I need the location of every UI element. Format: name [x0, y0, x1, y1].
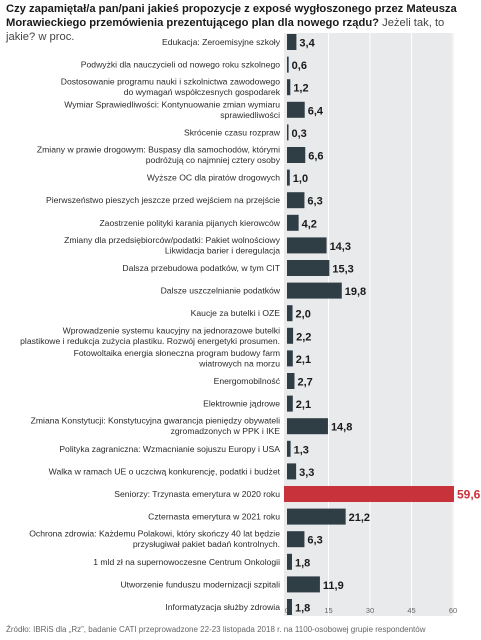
value-label: 11,9	[323, 580, 344, 592]
value-label: 6,6	[308, 151, 323, 163]
value-label: 1,0	[293, 173, 308, 185]
chart-title: Czy zapamiętał/a pan/pani jakieś propozy…	[6, 2, 476, 44]
category-label: Informatyzacja służby zdrowia	[165, 602, 280, 612]
category-label: Dalsze uszczelnianie podatków	[161, 286, 281, 296]
value-label: 2,7	[297, 377, 312, 389]
x-tick-label: 60	[449, 606, 457, 615]
category-label: Seniorzy: Trzynasta emerytura w 2020 rok…	[114, 489, 280, 499]
category-label: Elektrownie jądrowe	[203, 399, 280, 409]
x-tick-label: 15	[324, 606, 332, 615]
category-label: Wymiar Sprawiedliwości: Kontynuowanie zm…	[64, 99, 280, 120]
source-note: Źródło: IBRiS dla „Rz”, badanie CATI prz…	[6, 625, 426, 634]
category-label: 1 mld zł na supernowoczesne Centrum Onko…	[93, 557, 280, 567]
value-label: 2,1	[296, 354, 311, 366]
value-label: 19,8	[345, 286, 366, 298]
value-label: 3,3	[299, 467, 314, 479]
category-label: Zmiany w prawie drogowym: Buspasy dla sa…	[37, 145, 281, 166]
category-label: Edukacja: Zeroemisyjne szkoły	[162, 37, 281, 47]
category-label: Dostosowanie programu nauki i szkolnictw…	[61, 77, 281, 98]
category-label: Polityka zagraniczna: Wzmacnianie sojusz…	[59, 444, 280, 454]
bar	[287, 147, 306, 163]
category-label: Pierwszeństwo pieszych jeszcze przed wej…	[46, 195, 280, 205]
bar	[287, 237, 327, 254]
question-subtitle: Jeżeli tak, to jakie? w proc.	[6, 17, 445, 43]
category-label: Podwyżki dla nauczycieli od nowego roku …	[81, 60, 280, 70]
x-tick-label: 45	[407, 606, 415, 615]
value-label: 0,6	[292, 60, 307, 72]
value-label: 1,3	[294, 444, 309, 456]
bar	[287, 169, 290, 186]
bar	[287, 305, 293, 322]
bar	[287, 327, 294, 344]
bar	[287, 282, 342, 299]
bar	[287, 553, 292, 570]
bar	[287, 599, 292, 615]
bar	[287, 531, 305, 548]
bar	[287, 56, 289, 73]
value-label: 6,3	[307, 196, 322, 208]
x-tick-label: 30	[366, 606, 374, 615]
bar	[287, 214, 299, 231]
value-label: 1,8	[295, 557, 310, 569]
bar	[287, 101, 305, 118]
category-label: Fotowoltaika energia słoneczna program b…	[74, 348, 281, 369]
category-label: Wprowadzenie systemu kaucyjny na jednora…	[20, 325, 280, 346]
value-label: 1,8	[295, 603, 310, 615]
bar	[287, 440, 291, 457]
bar	[287, 34, 297, 50]
bar	[287, 260, 330, 276]
bar-highlight	[284, 486, 454, 502]
category-label: Ochrona zdrowia: Każdemu Polakowi, który…	[29, 529, 280, 550]
bar	[287, 192, 305, 209]
value-label: 1,2	[293, 83, 308, 95]
category-label: Kaucje za butelki i OZE	[191, 308, 281, 318]
category-label: Skrócenie czasu rozpraw	[184, 127, 281, 137]
value-label: 14,3	[330, 241, 351, 253]
category-label: Utworzenie funduszu modernizacji szpital…	[120, 579, 280, 589]
value-label: 59,6	[457, 488, 481, 502]
bar	[287, 350, 293, 367]
bar	[287, 576, 320, 593]
value-label: 3,4	[299, 38, 315, 50]
plot-panel	[284, 33, 454, 616]
value-label: 14,8	[331, 422, 352, 434]
category-label: Zmiana Konstytucji: Konstytucyjna gwaran…	[31, 416, 281, 437]
bar	[287, 79, 291, 96]
bar	[287, 508, 346, 525]
category-label: Wyższe OC dla piratów drogowych	[147, 173, 280, 183]
category-label: Czternasta emerytura w 2021 roku	[148, 512, 280, 522]
value-label: 2,1	[296, 399, 311, 411]
category-label: Zaostrzenie polityki karania pijanych ki…	[99, 218, 280, 228]
value-label: 6,3	[307, 535, 322, 547]
value-label: 2,0	[296, 309, 311, 321]
value-label: 6,4	[308, 105, 324, 117]
bar	[287, 373, 295, 389]
category-label: Zmiany dla przedsiębiorców/podatki: Paki…	[64, 235, 281, 256]
category-label: Energomobilność	[214, 376, 281, 386]
bar	[287, 124, 289, 141]
bar	[287, 463, 297, 480]
value-label: 21,2	[349, 512, 370, 524]
category-label: Dalsza przebudowa podatków, w tym CIT	[122, 263, 280, 273]
value-label: 0,3	[292, 128, 307, 140]
category-label: Walka w ramach UE o uczciwą konkurencję,…	[49, 466, 281, 476]
value-label: 2,2	[296, 331, 311, 343]
value-label: 4,2	[302, 218, 317, 230]
value-label: 15,3	[332, 264, 353, 276]
bar	[287, 395, 293, 412]
bar	[287, 418, 328, 435]
question-text: Czy zapamiętał/a pan/pani jakieś propozy…	[6, 3, 457, 29]
